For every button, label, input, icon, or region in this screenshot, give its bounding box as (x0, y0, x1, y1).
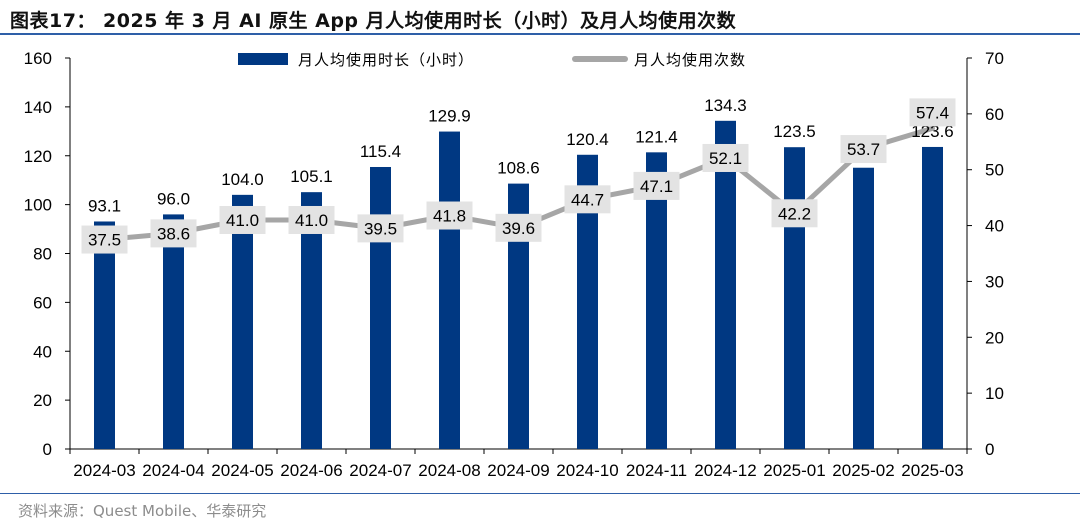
line-value-label: 41.0 (295, 211, 328, 230)
line-value-label: 37.5 (88, 231, 121, 250)
figure-title: 图表17： 2025 年 3 月 AI 原生 App 月人均使用时长（小时）及月… (10, 10, 737, 32)
line-value-box (702, 143, 749, 172)
bar-value-label: 96.0 (157, 189, 190, 208)
bar (646, 152, 667, 450)
right-tick-label: 40 (985, 217, 1004, 236)
left-tick-label: 160 (24, 49, 52, 68)
bar-value-label: 134.3 (704, 96, 747, 115)
line-value-box (288, 205, 335, 234)
bar (922, 146, 943, 449)
x-tick-label: 2024-09 (487, 461, 549, 480)
x-tick-label: 2025-01 (763, 461, 825, 480)
line-value-label: 57.4 (916, 103, 949, 122)
x-tick-label: 2024-12 (694, 461, 756, 480)
x-tick-label: 2024-05 (211, 461, 273, 480)
bar-value-label: 115.4 (360, 142, 401, 161)
line-value-label: 53.7 (847, 140, 880, 159)
bar-value-label: 120.4 (566, 130, 609, 149)
top-rule (0, 33, 1080, 35)
bar-value-label: 105.1 (290, 167, 333, 186)
bar (715, 120, 736, 449)
left-tick-label: 80 (33, 245, 52, 264)
bar (439, 131, 460, 449)
legend-bar-swatch (238, 53, 288, 65)
right-tick-label: 50 (985, 161, 1004, 180)
left-tick-label: 20 (33, 391, 52, 410)
bar (853, 167, 874, 450)
x-tick-label: 2025-02 (832, 461, 894, 480)
bar-value-label: 129.9 (428, 107, 471, 126)
bar-value-label: 123.6 (911, 122, 954, 141)
x-tick-label: 2024-11 (626, 461, 687, 480)
bar (784, 147, 805, 449)
line-value-box (909, 98, 956, 127)
right-tick-label: 0 (985, 440, 994, 459)
bar (301, 192, 322, 450)
left-tick-label: 100 (24, 196, 52, 215)
line-value-label: 42.2 (778, 204, 811, 223)
bar (508, 183, 529, 449)
bar (370, 166, 391, 449)
left-tick-label: 140 (24, 98, 52, 117)
bar (94, 221, 115, 449)
source-note: 资料来源：Quest Mobile、华泰研究 (18, 502, 267, 520)
line-value-box (495, 213, 542, 242)
right-tick-label: 70 (985, 49, 1004, 68)
legend-bar-label: 月人均使用时长（小时） (298, 52, 474, 69)
x-tick-label: 2024-06 (280, 461, 342, 480)
x-tick-label: 2024-07 (349, 461, 411, 480)
x-tick-label: 2024-08 (418, 461, 480, 480)
line-value-box (564, 185, 611, 214)
left-tick-label: 120 (24, 147, 52, 166)
line-value-label: 47.1 (640, 177, 673, 196)
line-value-label: 52.1 (709, 149, 742, 168)
chart: 0 20 40 60 80 100 120 140 160 0 10 20 30 40 50 60 70 2024… (24, 49, 1004, 480)
bar (163, 214, 184, 449)
left-tick-label: 0 (43, 440, 52, 459)
line-value-box (771, 199, 818, 228)
line-value-label: 44.7 (571, 190, 604, 209)
x-tick-label: 2025-03 (901, 461, 963, 480)
line-value-label: 38.6 (157, 224, 190, 243)
bottom-rule (0, 493, 1080, 494)
line-value-box (426, 201, 473, 230)
line-value-box (150, 219, 197, 248)
bar (232, 194, 253, 449)
line-value-box (357, 214, 404, 243)
x-tick-label: 2024-04 (142, 461, 204, 480)
x-tick-label: 2024-10 (556, 461, 618, 480)
right-tick-label: 20 (985, 328, 1004, 347)
bar-value-label: 93.1 (88, 196, 121, 215)
legend-line-label: 月人均使用次数 (634, 52, 746, 69)
right-tick-label: 30 (985, 272, 1004, 291)
line-value-label: 41.8 (433, 207, 466, 226)
line-value-box (81, 225, 128, 254)
line-value-box (219, 205, 266, 234)
bar-value-label: 121.4 (635, 127, 678, 146)
bar (577, 154, 598, 449)
line-value-label: 39.6 (502, 219, 535, 238)
right-tick-label: 60 (985, 105, 1004, 124)
bar-value-label: 108.6 (497, 159, 540, 178)
line-value-label: 41.0 (226, 211, 259, 230)
left-tick-label: 60 (33, 293, 52, 312)
line-value-label: 39.5 (364, 219, 397, 238)
bar-value-label: 104.0 (221, 170, 264, 189)
right-tick-label: 10 (985, 384, 1004, 403)
line-value-box (633, 171, 680, 200)
left-tick-label: 40 (33, 342, 52, 361)
bar-value-label: 123.5 (773, 122, 816, 141)
x-tick-label: 2024-03 (73, 461, 135, 480)
line-value-box (840, 135, 887, 164)
